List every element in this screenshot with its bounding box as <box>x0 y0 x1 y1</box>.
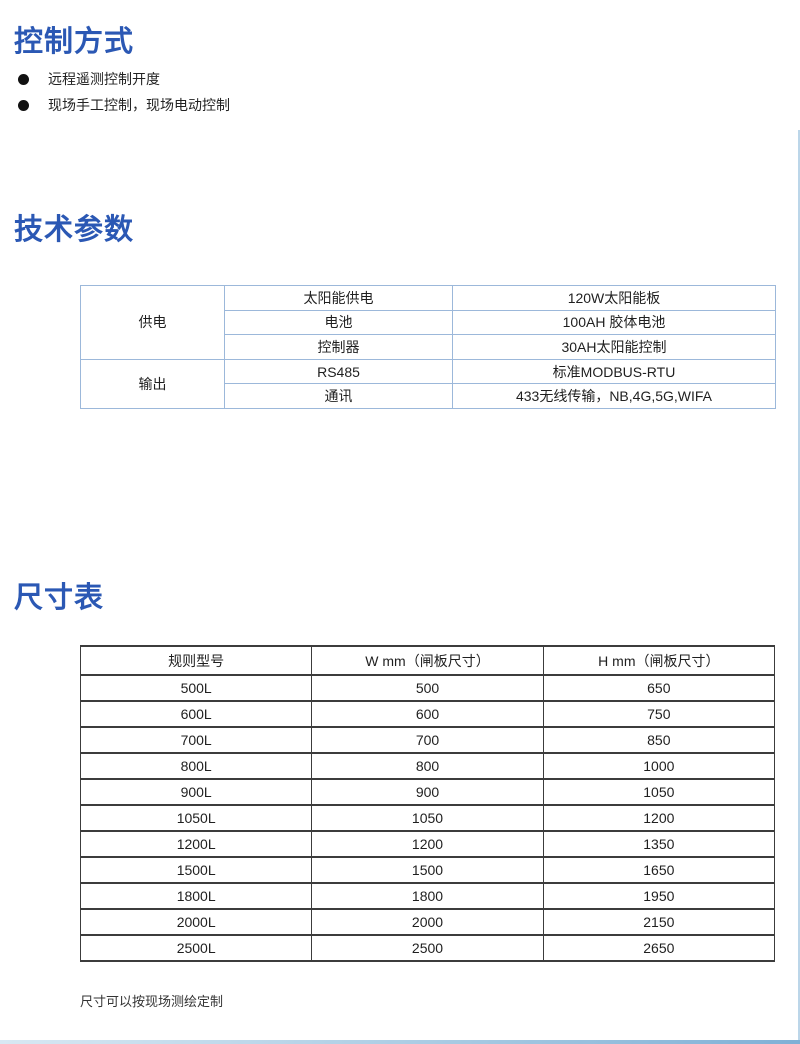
width-cell: 2500 <box>311 934 544 962</box>
table-row: 1200L 1200 1350 <box>79 830 776 858</box>
height-cell: 650 <box>542 674 776 702</box>
size-table: 规则型号 W mm（闸板尺寸） H mm（闸板尺寸） 500L 500 650 600L 6… <box>79 645 776 962</box>
model-cell: 500L <box>79 674 313 702</box>
width-cell: 1050 <box>311 804 544 832</box>
parameter-name-cell: 控制器 <box>224 334 453 360</box>
bullet-dot-icon <box>18 73 29 85</box>
size-table-body: 500L 500 650 600L 600 750 700L 700 850 800L 800 100… <box>79 674 776 962</box>
height-cell: 1950 <box>542 882 776 910</box>
height-cell: 850 <box>542 726 776 754</box>
model-cell: 1050L <box>79 804 313 832</box>
height-cell: 1350 <box>542 830 776 858</box>
width-cell: 800 <box>311 752 544 780</box>
table-header-row: 规则型号 W mm（闸板尺寸） H mm（闸板尺寸） <box>79 645 776 676</box>
width-cell: 1200 <box>311 830 544 858</box>
height-cell: 1000 <box>542 752 776 780</box>
bullet-item: 现场手工控制，现场电动控制 <box>18 92 230 118</box>
model-cell: 800L <box>79 752 313 780</box>
table-row: 500L 500 650 <box>79 674 776 702</box>
column-header-cell: W mm（闸板尺寸） <box>311 645 544 676</box>
table-row: 输出 RS485 标准MODBUS-RTU <box>80 358 776 409</box>
model-cell: 600L <box>79 700 313 728</box>
section-title-technical-parameters: 技术参数 <box>14 214 135 246</box>
height-cell: 1050 <box>542 778 776 806</box>
table-row: 800L 800 1000 <box>79 752 776 780</box>
model-cell: 1500L <box>79 856 313 884</box>
size-table-header: 规则型号 W mm（闸板尺寸） H mm（闸板尺寸） <box>79 645 776 676</box>
table-row: 2000L 2000 2150 <box>79 908 776 936</box>
height-cell: 2150 <box>542 908 776 936</box>
technical-parameters-table: 供电 太阳能供电 120W太阳能板 电池 100AH 胶体电池 控制器 30AH太阳能控制输… <box>80 285 776 409</box>
parameter-name-cell: 电池 <box>224 309 453 336</box>
height-cell: 750 <box>542 700 776 728</box>
width-cell: 900 <box>311 778 544 806</box>
bullet-text: 现场手工控制，现场电动控制 <box>48 97 230 113</box>
height-cell: 1650 <box>542 856 776 884</box>
parameter-value-cell: 标准MODBUS-RTU <box>452 358 776 385</box>
bullet-text: 远程遥测控制开度 <box>48 71 160 87</box>
model-cell: 1800L <box>79 882 313 910</box>
width-cell: 500 <box>311 674 544 702</box>
table-row: 供电 太阳能供电 120W太阳能板 <box>80 285 776 360</box>
model-cell: 1200L <box>79 830 313 858</box>
table-row: 电池 100AH 胶体电池 <box>81 309 776 336</box>
table-row: 900L 900 1050 <box>79 778 776 806</box>
size-custom-note: 尺寸可以按现场测绘定制 <box>80 994 224 1009</box>
control-method-bullet-list: 远程遥测控制开度 现场手工控制，现场电动控制 <box>18 66 230 118</box>
table-row: 通讯 433无线传输，NB,4G,5G,WIFA <box>81 383 776 409</box>
table-row: 700L 700 850 <box>79 726 776 754</box>
group-label-cell: 供电 <box>80 285 225 360</box>
model-cell: 2500L <box>79 934 313 962</box>
column-header-cell: H mm（闸板尺寸） <box>542 645 776 676</box>
height-cell: 2650 <box>542 934 776 962</box>
section-title-control-method: 控制方式 <box>14 26 135 58</box>
model-cell: 900L <box>79 778 313 806</box>
table-row: 1800L 1800 1950 <box>79 882 776 910</box>
parameter-value-cell: 433无线传输，NB,4G,5G,WIFA <box>452 383 776 409</box>
group-label-cell: 输出 <box>80 358 225 409</box>
technical-parameters-table-body: 供电 太阳能供电 120W太阳能板 电池 100AH 胶体电池 控制器 30AH太阳能控制输… <box>80 285 776 409</box>
width-cell: 1500 <box>311 856 544 884</box>
width-cell: 1800 <box>311 882 544 910</box>
parameter-value-cell: 120W太阳能板 <box>452 285 776 311</box>
parameter-value-cell: 30AH太阳能控制 <box>452 334 776 360</box>
parameter-value-cell: 100AH 胶体电池 <box>452 309 776 336</box>
width-cell: 600 <box>311 700 544 728</box>
parameter-name-cell: 通讯 <box>224 383 453 409</box>
table-row: 控制器 30AH太阳能控制 <box>81 334 776 360</box>
width-cell: 700 <box>311 726 544 754</box>
height-cell: 1200 <box>542 804 776 832</box>
table-row: 1500L 1500 1650 <box>79 856 776 884</box>
model-cell: 2000L <box>79 908 313 936</box>
column-header-cell: 规则型号 <box>79 645 313 676</box>
parameter-name-cell: RS485 <box>224 358 453 385</box>
bullet-item: 远程遥测控制开度 <box>18 66 230 92</box>
table-row: 2500L 2500 2650 <box>79 934 776 962</box>
page-bottom-accent-bar <box>0 1040 800 1044</box>
table-row: 600L 600 750 <box>79 700 776 728</box>
model-cell: 700L <box>79 726 313 754</box>
bullet-dot-icon <box>18 99 29 111</box>
section-title-size-table: 尺寸表 <box>14 582 105 614</box>
parameter-name-cell: 太阳能供电 <box>224 285 453 311</box>
table-row: 1050L 1050 1200 <box>79 804 776 832</box>
page-right-edge-line <box>798 130 800 1044</box>
width-cell: 2000 <box>311 908 544 936</box>
